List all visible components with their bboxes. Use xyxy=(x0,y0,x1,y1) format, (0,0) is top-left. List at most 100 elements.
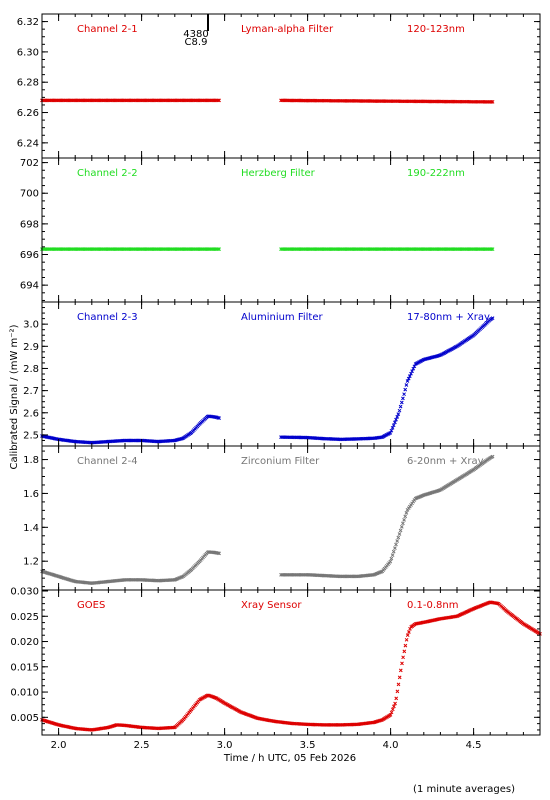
channel-label: Channel 2-4 xyxy=(77,456,138,467)
data-series-1 xyxy=(40,98,495,104)
band-label: 190-222nm xyxy=(407,168,465,179)
data-point xyxy=(404,383,409,387)
panel-3: 2.5 2.6 2.7 2.8 2.9 3.0 Channel 2-3 Aluminium F… xyxy=(23,301,541,447)
data-point xyxy=(396,682,401,687)
data-point xyxy=(405,379,410,383)
filter-label: Lyman-alpha Filter xyxy=(241,24,334,35)
y-tick-label: 2.7 xyxy=(23,386,39,397)
y-tick-label: 700 xyxy=(20,189,39,200)
y-tick-label: 0.005 xyxy=(10,713,39,724)
data-point xyxy=(395,539,400,543)
data-series-5 xyxy=(40,600,542,732)
data-point xyxy=(398,668,403,673)
data-point xyxy=(395,415,400,419)
y-tick-label: 1.8 xyxy=(23,455,39,466)
panel-frame xyxy=(41,301,541,447)
y-tick-label: 6.30 xyxy=(17,47,39,58)
x-tick-label: 4.0 xyxy=(383,740,399,751)
data-point xyxy=(399,525,404,529)
panel-4: 1.2 1.4 1.6 1.8 Channel 2-4 Zirconium Filter 6… xyxy=(23,445,541,591)
data-point xyxy=(410,369,414,374)
data-point xyxy=(401,396,405,401)
panel-2: 694 696 698 700 702 Channel 2-2 Herzberg Filte… xyxy=(20,157,541,303)
data-point xyxy=(390,707,395,712)
data-point xyxy=(405,633,410,637)
data-point xyxy=(409,371,413,376)
data-point xyxy=(489,247,494,251)
data-point xyxy=(397,532,402,536)
y-tick-label: 1.2 xyxy=(23,557,39,568)
filter-label: Zirconium Filter xyxy=(241,456,320,467)
data-point xyxy=(404,511,409,515)
data-point xyxy=(406,376,411,381)
flare-id-label: 4380 xyxy=(183,29,208,40)
data-point xyxy=(217,416,221,420)
y-tick-label: 1.6 xyxy=(23,489,39,500)
y-tick-label: 0.025 xyxy=(10,612,39,623)
data-series-4 xyxy=(40,454,495,586)
y-tick-label: 6.28 xyxy=(17,78,39,89)
y-axis-label: Calibrated Signal / (mW m⁻²) xyxy=(9,324,20,469)
panel-frame xyxy=(41,445,541,591)
data-point xyxy=(393,420,397,425)
data-point xyxy=(394,417,398,422)
data-point xyxy=(412,364,417,369)
data-point xyxy=(489,100,494,104)
data-point xyxy=(393,546,397,550)
data-point xyxy=(217,551,221,556)
x-axis-label: Time / h UTC, 05 Feb 2026 xyxy=(223,753,356,764)
y-tick-label: 6.32 xyxy=(17,17,39,28)
y-tick-label: 696 xyxy=(20,250,39,261)
data-point xyxy=(389,428,394,433)
data-point xyxy=(402,392,406,397)
data-point xyxy=(217,247,221,251)
filter-label: Herzberg Filter xyxy=(241,168,316,179)
panel-frame xyxy=(41,157,541,303)
data-point xyxy=(407,374,412,378)
data-point xyxy=(216,98,220,103)
data-point xyxy=(393,701,397,706)
y-tick-label: 6.24 xyxy=(17,138,39,149)
data-point xyxy=(394,696,399,701)
y-tick-label: 698 xyxy=(20,219,39,230)
data-point xyxy=(398,528,403,533)
data-point xyxy=(216,247,220,251)
x-tick-label: 2.0 xyxy=(51,740,67,751)
y-tick-label: 694 xyxy=(20,281,39,292)
data-point xyxy=(388,713,393,717)
data-point xyxy=(389,556,394,561)
data-point xyxy=(400,661,404,666)
x-tick-label: 4.5 xyxy=(466,740,482,751)
data-point xyxy=(396,535,401,540)
data-point xyxy=(397,675,402,680)
data-point xyxy=(391,549,396,554)
data-point xyxy=(403,643,408,648)
data-point xyxy=(490,316,495,320)
panel-1: 6.24 6.26 6.28 6.30 6.32 Channel 2-1 Lyman-alp… xyxy=(17,13,541,159)
y-tick-label: 0.010 xyxy=(10,688,39,699)
y-tick-label: 0.030 xyxy=(10,587,39,598)
channel-label: Channel 2-1 xyxy=(77,24,138,35)
band-label: 6-20nm + Xray xyxy=(407,456,484,467)
y-tick-label: 1.4 xyxy=(23,523,39,534)
data-point xyxy=(401,655,405,660)
data-point xyxy=(389,710,394,715)
x-tick-label: 3.0 xyxy=(217,740,233,751)
data-series-3 xyxy=(40,316,495,445)
y-tick-label: 6.26 xyxy=(17,108,39,119)
panel-frame xyxy=(41,13,541,159)
band-label: 0.1-0.8nm xyxy=(407,600,459,611)
data-point xyxy=(391,423,396,428)
channel-label: Channel 2-3 xyxy=(77,312,138,323)
data-point xyxy=(394,542,398,547)
data-point xyxy=(390,553,395,557)
y-tick-label: 3.0 xyxy=(23,320,39,331)
data-point xyxy=(392,704,396,709)
data-point xyxy=(404,637,409,642)
filter-label: Aluminium Filter xyxy=(241,312,324,323)
channel-label: Channel 2-2 xyxy=(77,168,138,179)
data-point xyxy=(402,649,407,654)
band-label: 120-123nm xyxy=(407,24,465,35)
